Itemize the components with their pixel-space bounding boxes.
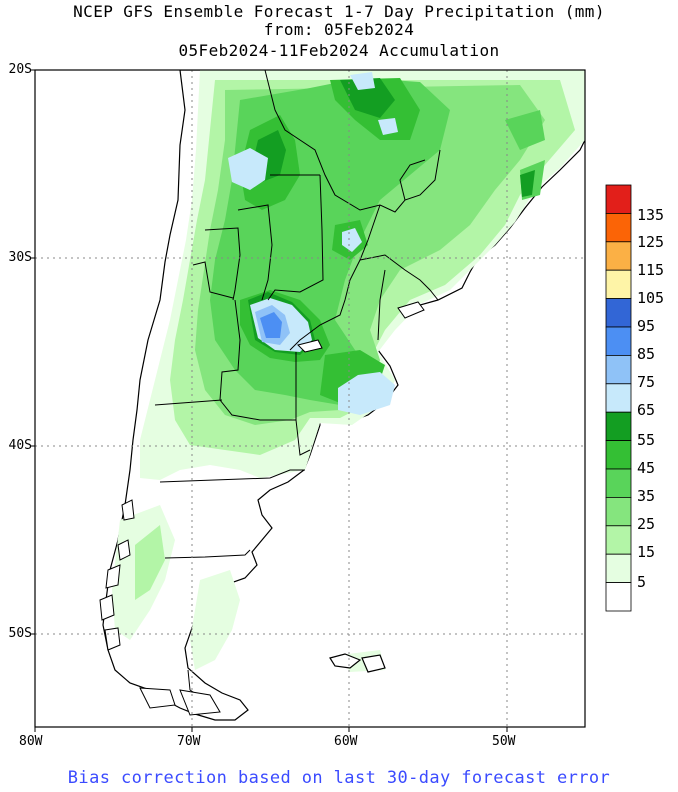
lat-label-50s: 50S [8, 626, 32, 641]
title-line-2: from: 05Feb2024 [263, 20, 415, 39]
colorbar-label-45: 45 [637, 459, 656, 477]
gridlines [35, 70, 585, 727]
colorbar-label-85: 85 [637, 345, 656, 363]
colorbar-swatch [605, 468, 632, 498]
colorbar-swatch [605, 184, 632, 214]
colorbar-label-105: 105 [637, 289, 665, 307]
colorbar-swatch [605, 298, 632, 328]
title-line-1: NCEP GFS Ensemble Forecast 1-7 Day Preci… [73, 2, 605, 21]
colorbar-swatch [605, 440, 632, 470]
falkland-islands [329, 653, 386, 673]
colorbar-swatch [605, 212, 632, 243]
colorbar-label-5: 5 [637, 573, 647, 591]
precip-85-95 [260, 312, 282, 338]
lon-label-70w: 70W [177, 734, 201, 749]
title-line-3: 05Feb2024-11Feb2024 Accumulation [178, 41, 500, 60]
lat-label-40s: 40S [8, 438, 32, 453]
borders [154, 70, 441, 701]
colorbar-swatch [605, 383, 632, 413]
lon-label-60w: 60W [334, 734, 358, 749]
lon-label-80w: 80W [19, 734, 43, 749]
colorbar-label-95: 95 [637, 317, 656, 335]
chile-archipelago [99, 499, 221, 716]
colorbar-swatch [605, 553, 632, 584]
lon-label-50w: 50W [492, 734, 516, 749]
colorbar-label-125: 125 [637, 233, 665, 251]
colorbar-label-75: 75 [637, 373, 656, 391]
colorbar-label-135: 135 [637, 206, 665, 224]
lat-label-20s: 20S [8, 62, 32, 77]
colorbar-swatch [605, 411, 632, 442]
colorbar-swatch [605, 496, 632, 527]
colorbar-label-35: 35 [637, 487, 656, 505]
axis-ticks [30, 69, 508, 732]
colorbar-label-25: 25 [637, 515, 656, 533]
colorbar-swatch [605, 326, 632, 356]
colorbar-swatch [605, 241, 632, 271]
colorbar-swatch [605, 354, 632, 385]
lat-label-30s: 30S [8, 250, 32, 265]
colorbar-label-15: 15 [637, 543, 656, 561]
footer-note: Bias correction based on last 30-day for… [67, 768, 611, 788]
colorbar-swatch [605, 582, 632, 612]
colorbar-label-55: 55 [637, 431, 656, 449]
colorbar-label-115: 115 [637, 261, 665, 279]
colorbar [605, 184, 632, 612]
colorbar-swatch [605, 525, 632, 555]
plot-frame [34, 69, 586, 728]
colorbar-swatch [605, 269, 632, 300]
lakes [297, 301, 425, 353]
map-plot-area [35, 70, 585, 727]
colorbar-label-65: 65 [637, 401, 656, 419]
